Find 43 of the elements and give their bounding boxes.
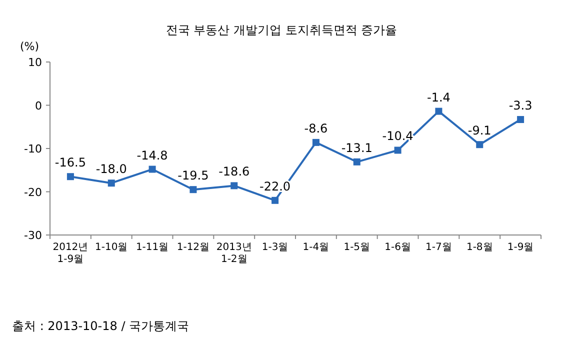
data-label: -3.3 [508, 98, 532, 113]
data-label: -18.6 [218, 164, 250, 179]
y-tick-label: -20 [24, 186, 42, 199]
x-tick-label: 1-8월 [466, 242, 493, 253]
x-tick-label: 1-6월 [384, 242, 411, 253]
x-tick-label: 1-12월 [176, 242, 210, 253]
data-label: -13.1 [341, 140, 372, 155]
chart-title: 전국 부동산 개발기업 토지취득면적 증가율 [166, 23, 398, 37]
source-note: 출처 : 2013-10-18 / 국가통계국 [12, 319, 190, 333]
point [230, 182, 238, 190]
point [108, 180, 115, 187]
y-axis-title: (%) [20, 40, 40, 53]
point [66, 173, 74, 180]
y-tick-label: 0 [35, 99, 42, 112]
point [312, 138, 320, 146]
x-tick-label: 1-5월 [344, 242, 370, 253]
data-label: -10.4 [382, 129, 414, 144]
x-tick-label: 1-7월 [426, 242, 452, 253]
point [190, 186, 197, 194]
data-label: -9.1 [468, 124, 492, 138]
data-label: -8.6 [304, 121, 328, 136]
x-tick-label: 1-9월 [507, 242, 534, 253]
x-tick-label: 2013년 1-2월 [216, 242, 252, 265]
point [148, 166, 156, 173]
y-tick-label: 10 [28, 56, 42, 69]
x-tick-label: 1-3월 [262, 242, 288, 253]
data-label: -1.4 [426, 90, 450, 104]
data-label: -18.0 [96, 162, 127, 176]
y-tick-label: -10 [24, 142, 42, 156]
data-label: -16.5 [54, 156, 86, 170]
x-tick-label: 1-11월 [136, 242, 169, 253]
point [272, 196, 279, 204]
data-label: -19.5 [178, 168, 209, 183]
x-tick-label: 1-4월 [302, 242, 330, 253]
point [435, 108, 442, 115]
point [476, 141, 484, 148]
point [517, 116, 524, 124]
x-tick-label: 1-10월 [95, 242, 128, 253]
point [353, 158, 360, 166]
point [394, 146, 402, 154]
data-label: -14.8 [136, 148, 168, 162]
y-tick-label: -30 [24, 229, 42, 242]
x-tick-label: 2012년 1-9월 [52, 242, 88, 265]
